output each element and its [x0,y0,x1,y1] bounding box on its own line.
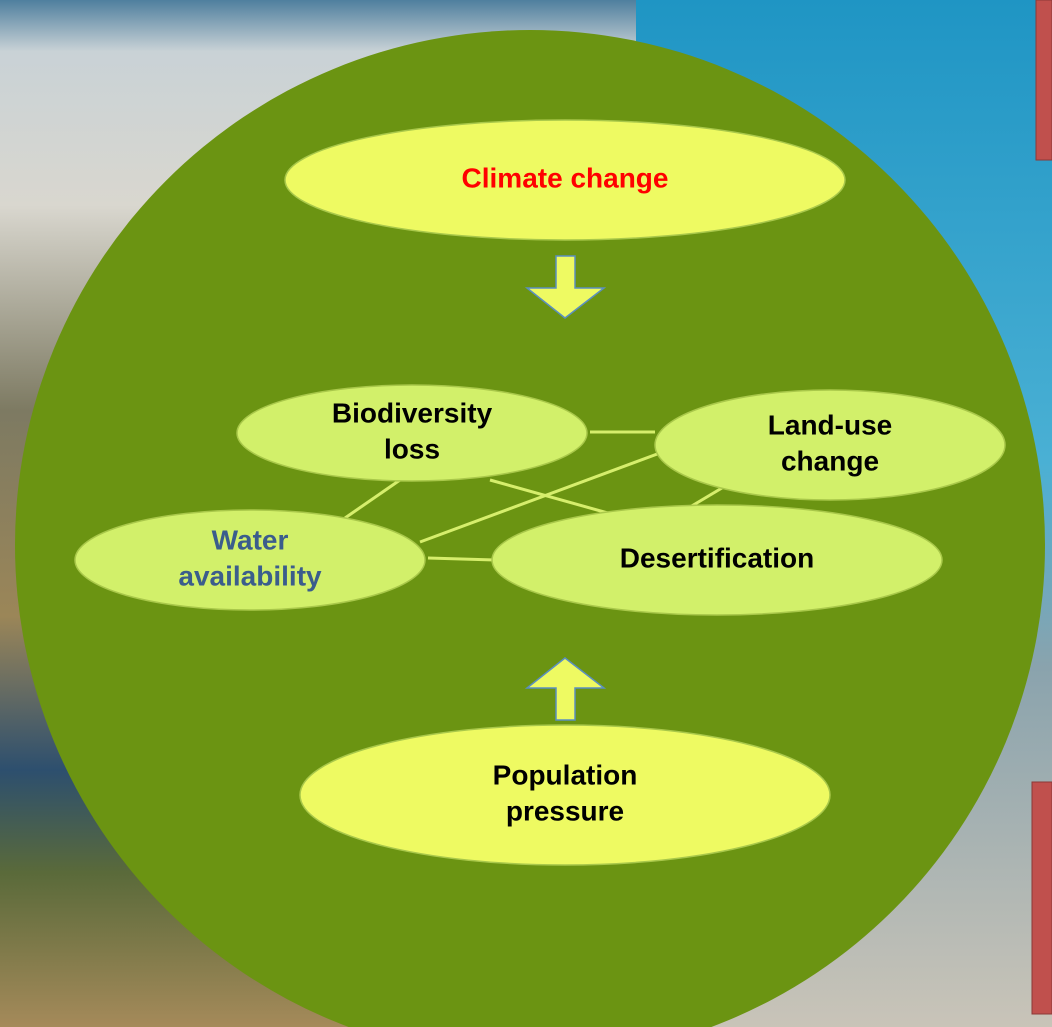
page: Climate change Biodiversity loss Land-use ch… [0,0,1052,1027]
side-box [1036,0,1052,160]
connector [428,558,495,560]
node: Desertification [492,505,942,615]
node: Population pressure [300,725,830,865]
node: Water availability [75,510,425,610]
node: Biodiversity loss [237,385,587,481]
node-label: change [781,445,879,476]
node: Land-use change [655,390,1005,500]
node-label: Biodiversity [332,397,493,428]
diagram: Climate change Biodiversity loss Land-use ch… [0,0,1052,1027]
node-label: Population [493,759,638,790]
node: Climate change [285,120,845,240]
node-label: Land-use [768,409,892,440]
side-box [1032,782,1052,1014]
node-label: pressure [506,795,624,826]
node-label: loss [384,433,440,464]
node-label: Water [212,524,289,555]
node-label: Desertification [620,542,815,573]
node-label: Climate change [462,162,669,193]
node-label: availability [178,560,322,591]
